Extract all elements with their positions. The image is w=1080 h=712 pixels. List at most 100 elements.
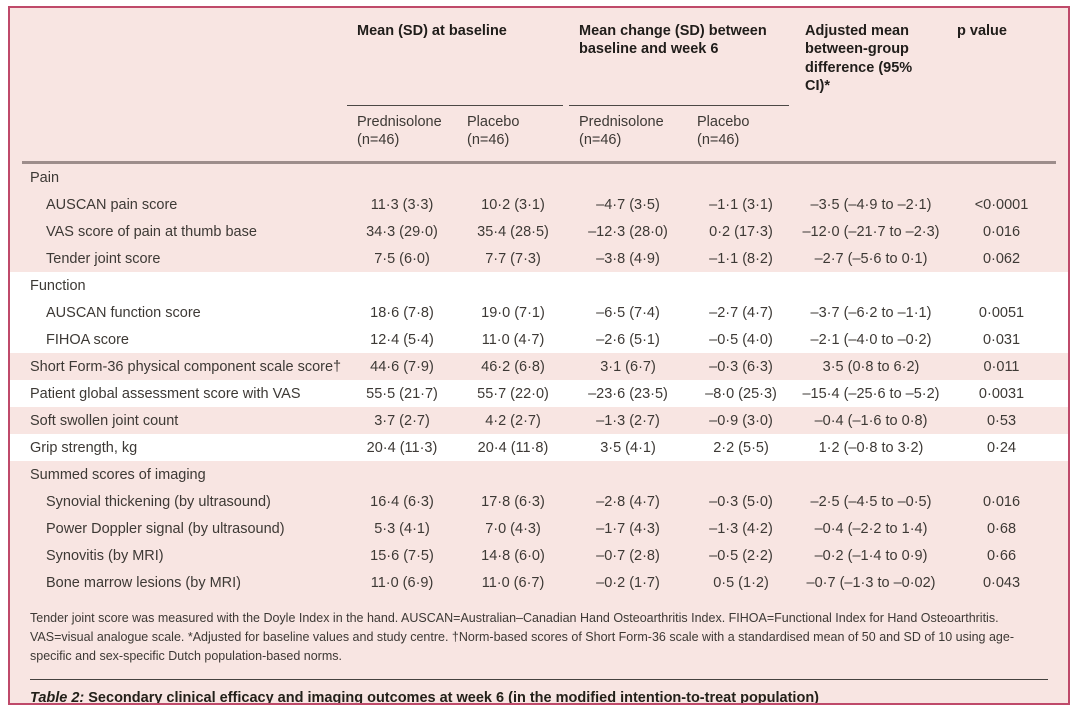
cell-value: –6·5 (7·4) [596,304,660,321]
cell-value: 4·2 (2·7) [485,412,541,429]
subheader-change-placebo: Placebo (n=46) [697,113,750,149]
subheader-spacer [947,113,1056,151]
cell-value: 0·53 [986,412,1017,429]
cell-value: 18·6 (7·8) [370,304,434,321]
cell-value: 0·016 [982,493,1021,510]
row-label: AUSCAN pain score [46,196,178,213]
table-row: AUSCAN pain score 11·3 (3·3) 10·2 (3·1) –4·… [10,191,1068,218]
subheader-baseline-placebo: Placebo (n=46) [467,113,520,149]
cell-value: <0·0001 [974,196,1029,213]
row-label: Soft swollen joint count [30,412,179,429]
cell-value: –0·3 (5·0) [709,493,773,510]
table-row: Synovial thickening (by ultrasound) 16·4 … [10,488,1068,515]
header-spacer [22,22,347,106]
cell-value: –4·7 (3·5) [596,196,660,213]
cell-value: 11·0 (4·7) [481,331,545,348]
caption-divider-rule [30,679,1048,681]
cell-value: 14·8 (6·0) [481,547,545,564]
cell-value: 35·4 (28·5) [477,223,549,240]
cell-value: –0·5 (2·2) [709,547,773,564]
header-p-value: p value [957,23,1007,39]
cell-value: 15·6 (7·5) [370,547,434,564]
table-row: FIHOA score 12·4 (5·4) 11·0 (4·7) –2·6 (5·1… [10,326,1068,354]
table-row: VAS score of pain at thumb base 34·3 (29·… [10,218,1068,245]
subheader-spacer [795,113,947,151]
cell-value: 3·5 (4·1) [600,439,656,456]
cell-value: 0·043 [982,574,1021,591]
row-label: Patient global assessment score with VAS [30,385,301,402]
cell-value: 20·4 (11·3) [366,439,438,456]
cell-value: –1·7 (4·3) [596,520,660,537]
row-label: Power Doppler signal (by ultrasound) [46,520,285,537]
cell-value: 17·8 (6·3) [481,493,545,510]
row-label: Bone marrow lesions (by MRI) [46,574,241,591]
table-header-groups: Mean (SD) at baseline Mean change (SD) b… [10,8,1068,106]
cell-value: 0·24 [986,439,1017,456]
table-row: Patient global assessment score with VAS… [10,380,1068,408]
cell-value: 0·68 [986,520,1017,537]
cell-value: –0·4 (–2·2 to 1·4) [814,520,928,537]
cell-value: –15·4 (–25·6 to –5·2) [802,385,940,402]
cell-value: –0·4 (–1·6 to 0·8) [814,412,928,429]
cell-value: –8·0 (25·3) [705,385,777,402]
cell-value: –2·5 (–4·5 to –0·5) [810,493,932,510]
cell-value: 44·6 (7·9) [370,358,434,375]
table-row: Short Form-36 physical component scale s… [10,353,1068,380]
cell-value: –2·6 (5·1) [596,331,660,348]
header-group-baseline: Mean (SD) at baseline [347,22,563,106]
header-adjusted-difference: Adjusted mean between-group difference (… [805,23,913,95]
table-header-subcolumns: Prednisolone (n=46) Placebo (n=46) Predn… [10,106,1068,162]
cell-value: 2·2 (5·5) [713,439,769,456]
cell-value: 0·016 [982,223,1021,240]
subheader-change-prednisolone: Prednisolone (n=46) [579,113,664,149]
row-label: FIHOA score [46,331,129,348]
table-row: Power Doppler signal (by ultrasound) 5·3 … [10,515,1068,542]
cell-value: 0·011 [983,358,1020,375]
cell-value: –2·7 (–5·6 to 0·1) [814,250,928,267]
cell-value: 34·3 (29·0) [366,223,438,240]
row-label: Grip strength, kg [30,439,138,456]
cell-value: –0·5 (4·0) [709,331,773,348]
table-row: Tender joint score 7·5 (6·0) 7·7 (7·3) –3·8… [10,245,1068,272]
cell-value: 11·0 (6·7) [481,574,545,591]
cell-value: 46·2 (6·8) [481,358,545,375]
cell-value: 0·0051 [978,304,1025,321]
cell-value: –1·3 (2·7) [596,412,660,429]
cell-value: –0·7 (–1·3 to –0·02) [806,574,936,591]
cell-value: 0·2 (17·3) [709,223,773,240]
cell-value: 10·2 (3·1) [481,196,545,213]
cell-value: –0·2 (1·7) [596,574,660,591]
table-card: Mean (SD) at baseline Mean change (SD) b… [8,6,1070,705]
cell-value: –12·3 (28·0) [588,223,668,240]
cell-value: –2·7 (4·7) [709,304,773,321]
cell-value: 3·1 (6·7) [600,358,656,375]
caption-text: Secondary clinical efficacy and imaging … [88,690,820,705]
cell-value: –1·3 (4·2) [709,520,773,537]
cell-value: 55·7 (22·0) [477,385,549,402]
cell-value: 11·0 (6·9) [370,574,434,591]
cell-value: 5·3 (4·1) [374,520,430,537]
cell-value: 7·5 (6·0) [374,250,430,267]
cell-value: 7·0 (4·3) [485,520,541,537]
cell-value: –0·3 (6·3) [709,358,773,375]
header-divider-rule [22,161,1056,165]
cell-value: –23·6 (23·5) [588,385,668,402]
table-body: Pain AUSCAN pain score 11·3 (3·3) 10·2 (3·1… [10,164,1068,596]
cell-value: 55·5 (21·7) [366,385,438,402]
row-label: VAS score of pain at thumb base [46,223,257,240]
cell-value: –3·8 (4·9) [596,250,660,267]
caption-label: Table 2: [30,690,85,705]
cell-value: –3·7 (–6·2 to –1·1) [810,304,932,321]
table-footnote: Tender joint score was measured with the… [30,611,1015,664]
cell-value: 0·0031 [978,385,1025,402]
row-label: Tender joint score [46,250,161,267]
cell-value: 0·5 (1·2) [713,574,769,591]
cell-value: 0·66 [986,547,1017,564]
table-row: Synovitis (by MRI) 15·6 (7·5) 14·8 (6·0) –0… [10,542,1068,569]
cell-value: 3·7 (2·7) [374,412,430,429]
cell-value: 0·031 [982,331,1021,348]
row-label: AUSCAN function score [46,304,201,321]
table-caption: Table 2: Secondary clinical efficacy and … [10,680,1068,705]
subheader-baseline-prednisolone: Prednisolone (n=46) [357,113,442,149]
cell-value: 12·4 (5·4) [370,331,434,348]
